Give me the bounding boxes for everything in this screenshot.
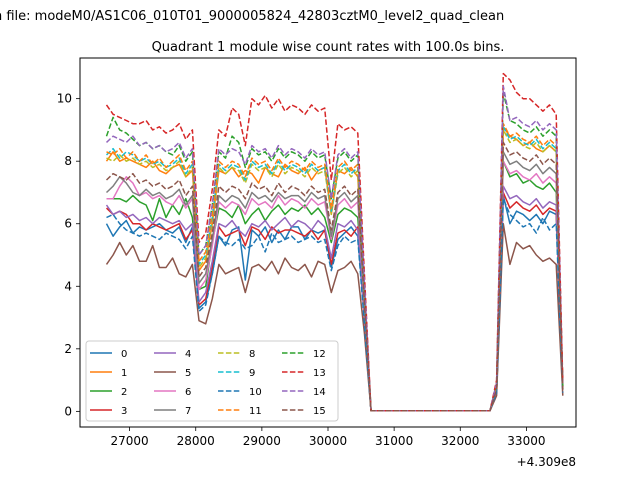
legend-label-7: 7 [185,406,191,417]
legend-label-12: 12 [313,349,326,360]
x-tick-label: 31000 [375,434,413,448]
series-line-13 [105,72,564,412]
y-tick-label: 6 [64,217,72,231]
legend-label-0: 0 [121,349,127,360]
x-offset-label: +4.309e8 [517,455,576,469]
legend-label-8: 8 [249,349,255,360]
legend-label-5: 5 [185,368,191,379]
legend-label-1: 1 [121,368,127,379]
figure-suptitle: n file: modeM0/AS1C06_010T01_9000005824_… [0,9,504,24]
legend-label-6: 6 [185,387,191,398]
series-layer [105,72,564,412]
y-tick-label: 0 [64,404,72,418]
legend-label-2: 2 [121,387,127,398]
y-tick-label: 4 [64,279,72,293]
axes-layer: 27000 28000 29000 30000 31000 32000 33000 0 2 4 6 8… [57,92,546,448]
x-tick-label: 30000 [309,434,347,448]
y-tick-label: 10 [57,92,72,106]
x-tick-label: 32000 [441,434,479,448]
legend-label-15: 15 [313,406,326,417]
legend-frame [85,340,339,422]
legend-label-14: 14 [313,387,326,398]
legend-label-4: 4 [185,349,191,360]
y-tick-label: 2 [64,342,72,356]
x-tick-label: 29000 [243,434,281,448]
legend-label-3: 3 [121,406,127,417]
x-tick-label: 28000 [177,434,215,448]
series-line-14 [105,85,564,412]
legend-label-10: 10 [249,387,262,398]
legend-label-11: 11 [249,406,262,417]
y-tick-label: 8 [64,154,72,168]
x-tick-label: 27000 [111,434,149,448]
chart-title: Quadrant 1 module wise count rates with … [152,40,505,55]
legend-label-9: 9 [249,368,255,379]
x-tick-label: 33000 [507,434,545,448]
legend-label-13: 13 [313,368,326,379]
